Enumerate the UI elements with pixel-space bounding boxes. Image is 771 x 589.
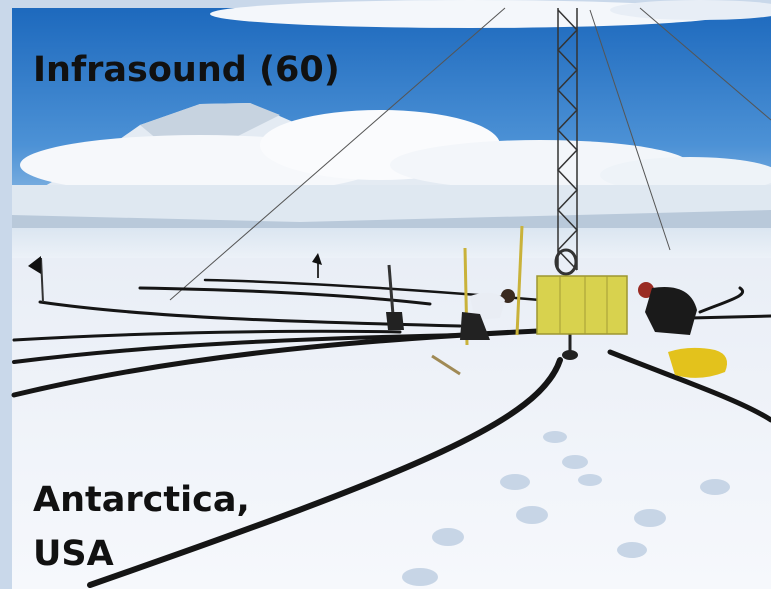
pole — [515, 225, 524, 336]
shovel-handle — [387, 264, 395, 316]
stake — [431, 354, 461, 376]
cable — [12, 333, 472, 364]
footprint — [543, 431, 567, 443]
footprint — [700, 479, 730, 495]
tower-lattice — [556, 9, 579, 271]
flag — [28, 256, 41, 274]
caption-line: Antarctica, — [33, 480, 250, 520]
caption-line: USA — [33, 534, 114, 574]
footprint — [617, 542, 647, 558]
person-left — [460, 289, 515, 340]
cable — [698, 286, 744, 314]
cable — [688, 314, 771, 320]
shovel-blade — [386, 312, 404, 330]
tools — [386, 225, 578, 376]
footprint — [578, 474, 602, 486]
cable — [12, 329, 402, 342]
yellow-bag — [668, 347, 728, 378]
guy-wire — [169, 7, 506, 301]
cable-coil — [554, 248, 578, 276]
title: Infrasound (60) — [33, 50, 340, 90]
footprint — [634, 509, 666, 527]
person-right — [638, 282, 697, 335]
sea-ice — [12, 228, 771, 260]
hat — [638, 282, 654, 298]
footprint — [402, 568, 438, 586]
flag — [312, 253, 322, 265]
guy-wires — [169, 7, 771, 301]
jacket — [470, 292, 505, 320]
flag-pole — [40, 257, 44, 303]
cable — [607, 349, 771, 423]
cloud — [610, 0, 771, 20]
footprint — [516, 506, 548, 524]
footprint — [500, 474, 530, 490]
guy-wire — [639, 7, 771, 121]
cloud — [600, 157, 771, 193]
pole-base — [562, 350, 578, 360]
guy-wire — [589, 9, 671, 251]
instrument-box — [536, 275, 628, 335]
footprint — [432, 528, 464, 546]
tower — [554, 8, 579, 276]
legs — [460, 312, 490, 340]
footprint — [562, 455, 588, 469]
footprints — [402, 431, 730, 586]
cable — [87, 357, 563, 588]
flags — [28, 253, 322, 303]
cable — [138, 286, 432, 306]
jacket — [645, 286, 697, 335]
cloud — [210, 0, 730, 28]
glacier-shadow — [12, 210, 771, 230]
box-ribs — [559, 276, 608, 334]
